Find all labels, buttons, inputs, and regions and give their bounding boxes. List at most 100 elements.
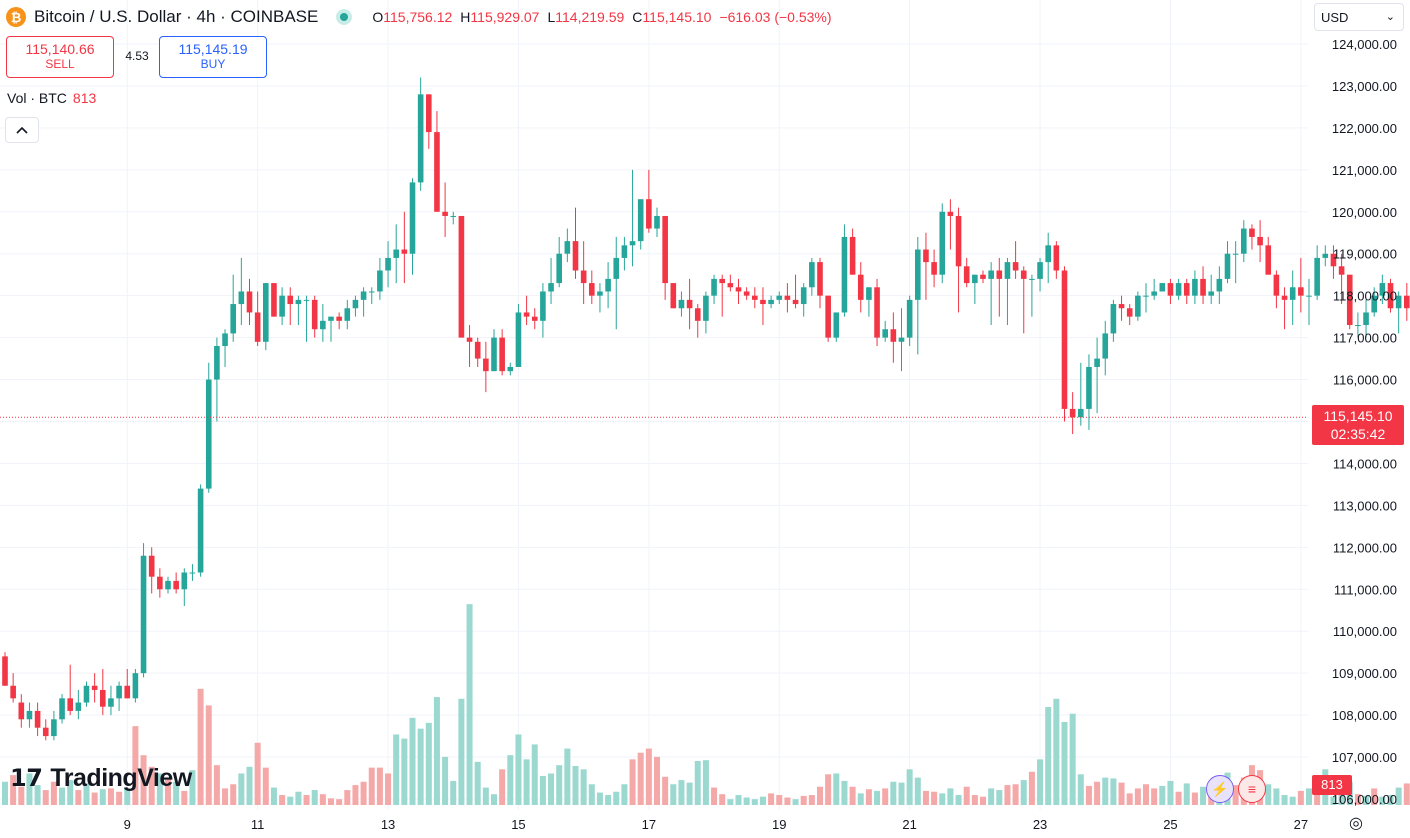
candle-body <box>947 211 954 216</box>
candle-body <box>817 262 823 296</box>
volume-bar <box>474 761 481 805</box>
candle-body <box>694 308 701 321</box>
candle-body <box>1151 291 1157 296</box>
candle-body <box>654 215 660 229</box>
volume-bar <box>1143 784 1149 805</box>
volume-bar <box>1085 785 1092 805</box>
candle-body <box>1110 304 1117 334</box>
lightning-icon[interactable]: ⚡ <box>1206 775 1234 803</box>
time-tick-label: 13 <box>381 817 395 832</box>
price-tick-label: 124,000.00 <box>1332 37 1397 52</box>
volume-bar <box>287 796 294 805</box>
us-flag-icon[interactable]: ≡ <box>1238 775 1266 803</box>
tradingview-logo[interactable]: 𝟭𝟳 TradingView <box>10 764 192 793</box>
candle-body <box>703 295 709 321</box>
time-tick-label: 25 <box>1163 817 1177 832</box>
candle-body <box>662 215 668 284</box>
volume-bar <box>262 767 269 805</box>
candle-body <box>1363 312 1369 326</box>
candle-body <box>181 572 188 590</box>
candle-body <box>515 312 522 367</box>
candle-body <box>1395 295 1402 309</box>
volume-bar <box>442 756 449 805</box>
volume-legend: Vol · BTC 813 <box>7 90 96 106</box>
volume-bar <box>156 773 163 805</box>
spread-value: 4.53 <box>125 49 149 63</box>
gear-icon[interactable]: ◎ <box>1349 815 1363 832</box>
candle-body <box>906 299 913 338</box>
volume-value: 813 <box>72 90 97 106</box>
volume-bar <box>246 766 253 805</box>
candle-body <box>1379 283 1386 296</box>
candle-body <box>10 685 16 699</box>
currency-select[interactable]: USD ⌄ <box>1314 3 1404 31</box>
candle-body <box>1045 245 1051 263</box>
ohlc-high: H115,929.07 <box>460 9 540 25</box>
candle-body <box>287 295 294 305</box>
volume-bar <box>971 795 978 805</box>
volume-bar <box>759 796 766 805</box>
candle-body <box>727 283 734 288</box>
candle-body <box>1069 408 1076 418</box>
candle-body <box>1257 236 1263 246</box>
volume-bar <box>124 788 131 805</box>
collapse-legend-button[interactable] <box>5 117 39 143</box>
candle-body <box>377 270 383 292</box>
volume-bar <box>1110 778 1117 805</box>
sell-label: SELL <box>45 57 75 71</box>
candle-body <box>629 241 636 246</box>
volume-bar <box>26 773 33 805</box>
volume-bar <box>963 786 970 805</box>
volume-bar <box>694 761 701 805</box>
candle-body <box>1306 295 1312 297</box>
volume-bar <box>1004 785 1011 805</box>
volume-bar <box>531 744 538 805</box>
candle-body <box>205 379 212 489</box>
candle-body <box>580 270 587 284</box>
volume-bar <box>1077 774 1084 805</box>
volume-bar <box>882 788 889 805</box>
candle-body <box>686 299 693 309</box>
volume-bar <box>727 799 734 805</box>
volume-bar <box>768 793 775 805</box>
volume-bar <box>800 795 807 805</box>
volume-bar <box>393 734 400 805</box>
currency-value: USD <box>1321 9 1349 25</box>
volume-bar <box>270 787 277 805</box>
price-tick-label: 107,000.00 <box>1332 750 1397 765</box>
candle-body <box>597 291 603 296</box>
candle-body <box>825 295 831 338</box>
volume-bar <box>336 799 343 805</box>
volume-bar <box>556 765 563 805</box>
symbol-title[interactable]: Bitcoin / U.S. Dollar · 4h · COINBASE <box>34 7 319 26</box>
volume-bar <box>1314 789 1321 805</box>
candle-body <box>1102 333 1109 359</box>
candle-body <box>678 299 685 309</box>
volume-bar <box>670 784 677 805</box>
candle-body <box>1404 295 1410 309</box>
brand-name: TradingView <box>50 764 192 792</box>
candle-body <box>91 685 98 690</box>
volume-bar <box>947 788 954 805</box>
candle-body <box>1355 325 1361 327</box>
buy-button[interactable]: 115,145.19 BUY <box>159 36 267 78</box>
volume-bar <box>295 791 302 805</box>
volume-bar <box>662 776 669 805</box>
volume-bar <box>458 698 465 805</box>
candle-body <box>523 312 530 317</box>
candle-body <box>116 685 122 699</box>
candle-body <box>34 710 41 728</box>
volume-bar <box>588 784 595 805</box>
price-change: −616.03 (−0.53%) <box>719 9 832 25</box>
volume-bar <box>107 788 114 805</box>
candle-body <box>1192 278 1198 296</box>
ohlc-close: C115,145.10 <box>632 9 712 25</box>
candle-body <box>841 236 848 313</box>
volume-bar <box>1395 787 1402 805</box>
volume-bar <box>711 787 718 805</box>
price-tick-label: 108,000.00 <box>1332 708 1397 723</box>
sell-button[interactable]: 115,140.66 SELL <box>6 36 114 78</box>
candle-body <box>1183 283 1190 296</box>
volume-bar <box>678 780 685 805</box>
